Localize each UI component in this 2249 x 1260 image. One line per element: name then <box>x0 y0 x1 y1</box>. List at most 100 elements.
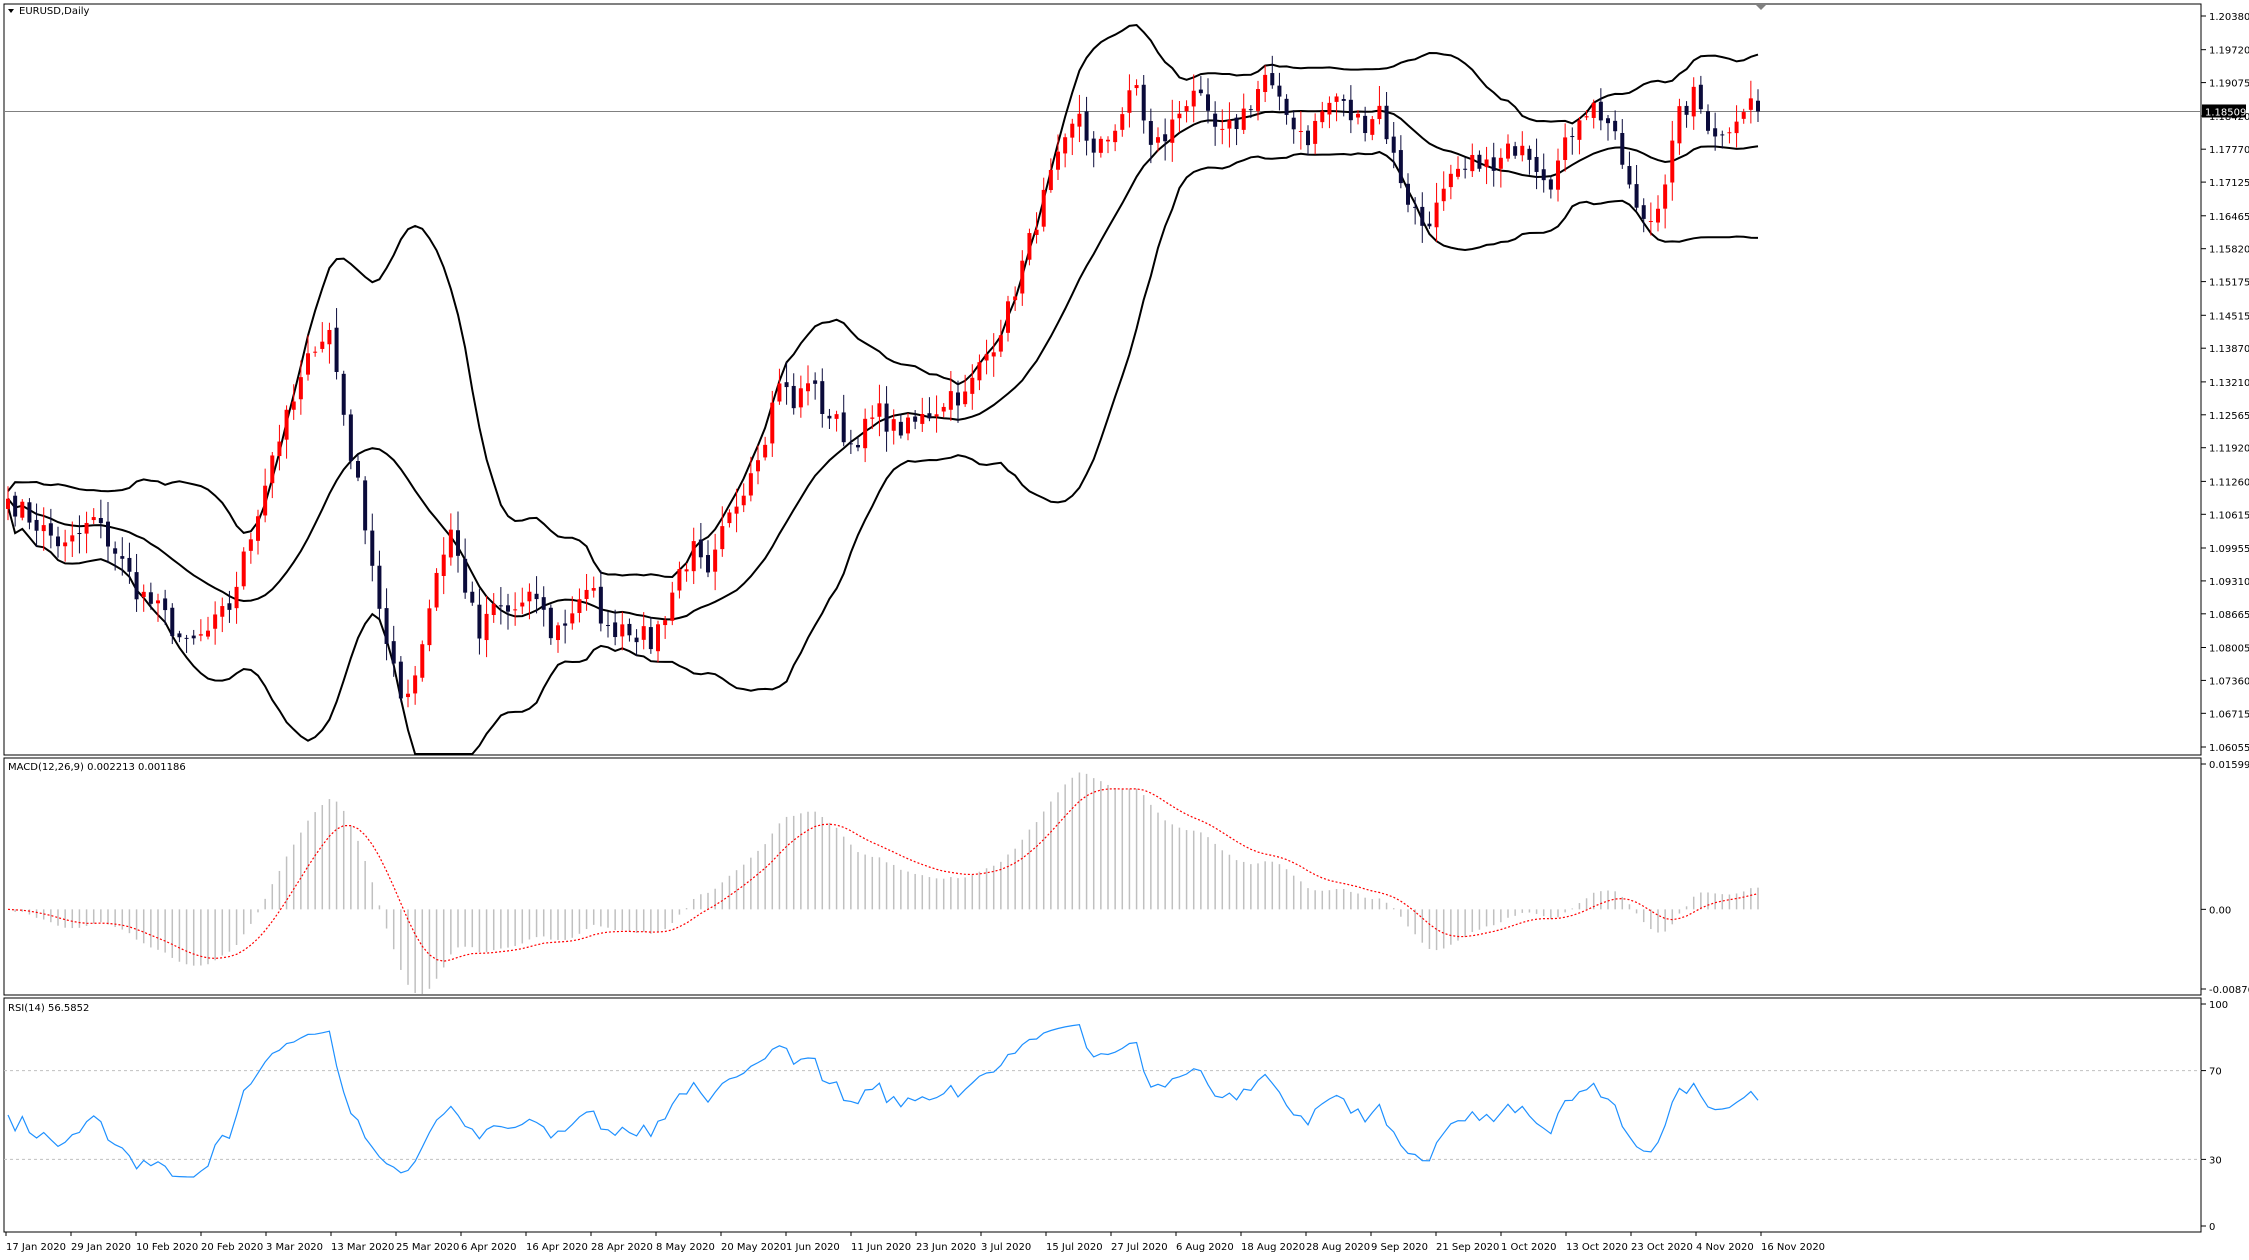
candle-body <box>477 604 482 639</box>
candle-body <box>213 614 218 629</box>
candle-body <box>206 630 210 637</box>
bullish-candle <box>263 468 268 523</box>
bearish-candle <box>398 656 403 703</box>
time-tick-label: 3 Mar 2020 <box>266 1242 323 1253</box>
price-tick-label: 1.17125 <box>2209 178 2249 189</box>
candle-body <box>1141 84 1146 121</box>
bullish-candle <box>777 368 782 405</box>
bullish-candle <box>1263 65 1268 103</box>
candle-body <box>1584 116 1589 118</box>
candle-body <box>1613 120 1618 132</box>
bearish-candle <box>191 629 196 645</box>
candle-body <box>1084 111 1089 141</box>
candle-body <box>127 557 132 572</box>
bullish-candle <box>756 445 760 485</box>
bullish-candle <box>198 619 203 642</box>
candle-body <box>1113 130 1118 143</box>
price-tick-label: 1.13210 <box>2209 378 2249 389</box>
candle-body <box>191 635 196 639</box>
bullish-candle <box>1370 115 1375 141</box>
candle-body <box>1577 120 1582 140</box>
candlesticks <box>6 55 1760 708</box>
candle-body <box>1663 184 1668 209</box>
candle-body <box>1406 183 1410 205</box>
candle-body <box>641 626 646 640</box>
bullish-candle <box>1741 108 1746 124</box>
candle-body <box>963 391 968 405</box>
bullish-candle <box>656 620 660 663</box>
time-tick-label: 29 Jan 2020 <box>71 1242 131 1253</box>
candle-body <box>1277 85 1282 97</box>
bullish-candle <box>677 561 682 599</box>
price-tick-label: 1.11260 <box>2209 477 2249 488</box>
candle-body <box>1098 138 1103 153</box>
bearish-candle <box>1306 125 1310 156</box>
bullish-candle <box>1648 202 1653 236</box>
bearish-candle <box>1148 108 1153 164</box>
bearish-candle <box>1141 75 1146 134</box>
candle-body <box>91 517 96 521</box>
candle-body <box>377 565 382 609</box>
candle-body <box>134 572 139 600</box>
bullish-candle <box>1448 164 1453 200</box>
candle-body <box>284 409 289 440</box>
candle-body <box>1684 105 1689 115</box>
bullish-candle <box>484 596 489 658</box>
bearish-candle <box>184 634 189 653</box>
bearish-candle <box>1756 89 1760 123</box>
chart-shift-marker-icon[interactable] <box>1756 5 1766 10</box>
bullish-candle <box>584 573 589 611</box>
bearish-candle <box>56 526 60 558</box>
bullish-candle <box>448 513 453 566</box>
candle-body <box>48 523 53 536</box>
bullish-candle <box>413 665 418 705</box>
bullish-candle <box>1020 250 1025 306</box>
candle-body <box>820 381 825 414</box>
candle-body <box>1727 132 1732 134</box>
price-tick-label: 1.20380 <box>2209 12 2249 23</box>
candle-body <box>770 402 775 444</box>
bullish-candle <box>91 508 96 525</box>
bullish-candle <box>1034 212 1039 244</box>
price-tick-label: 1.16465 <box>2209 212 2249 223</box>
bullish-candle <box>663 616 668 639</box>
dropdown-triangle-icon[interactable] <box>8 9 14 13</box>
candle-body <box>663 620 668 626</box>
time-tick-label: 21 Sep 2020 <box>1436 1242 1499 1253</box>
bearish-candle <box>648 617 653 654</box>
candle-body <box>934 414 939 417</box>
candle-body <box>1670 140 1675 183</box>
candle-body <box>1034 229 1039 235</box>
bullish-candle <box>1120 107 1125 137</box>
candle-body <box>1491 157 1496 171</box>
candle-body <box>1241 108 1246 130</box>
candle-body <box>506 605 510 612</box>
candle-body <box>1441 188 1446 202</box>
candle-body <box>713 549 718 572</box>
bullish-candle <box>427 599 432 652</box>
candle-body <box>113 548 118 554</box>
candle-body <box>956 392 960 406</box>
candle-body <box>798 388 803 408</box>
bullish-candle <box>1456 156 1460 180</box>
candle-body <box>1498 157 1503 169</box>
bullish-candle <box>213 601 218 645</box>
candle-body <box>1056 151 1060 170</box>
time-axis: 17 Jan 2020 29 Jan 2020 10 Feb 2020 20 Feb … <box>5 1232 1825 1253</box>
candle-body <box>470 591 475 603</box>
candle-body <box>756 460 760 472</box>
symbol-title[interactable]: EURUSD,Daily <box>8 6 90 17</box>
candle-body <box>241 551 246 587</box>
bullish-candle <box>1077 94 1082 143</box>
candle-body <box>1556 160 1560 190</box>
candle-body <box>456 530 460 556</box>
candle-body <box>184 637 189 639</box>
candle-body <box>1091 138 1096 153</box>
bearish-candle <box>541 586 546 627</box>
bullish-candle <box>1484 146 1489 185</box>
candle-body <box>1541 169 1546 181</box>
bearish-candle <box>170 603 175 645</box>
candle-body <box>763 444 768 458</box>
candle-body <box>698 539 703 558</box>
